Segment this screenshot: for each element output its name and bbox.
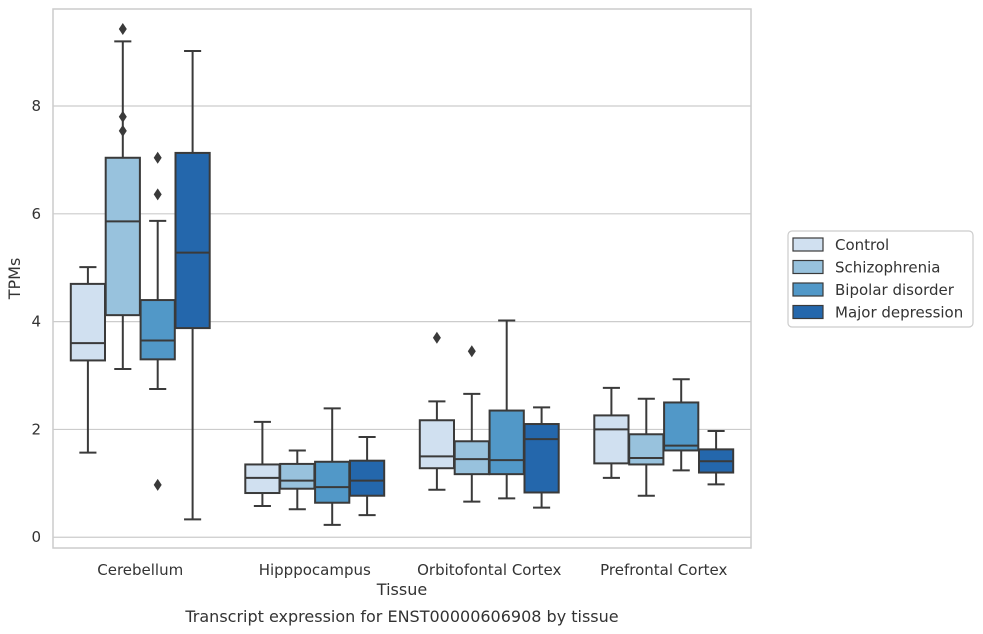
y-tick-label: 8 <box>31 97 41 115</box>
iqr-box <box>418 419 456 470</box>
box-plot <box>314 407 351 526</box>
outlier-point <box>432 331 441 344</box>
outlier-point <box>153 151 162 164</box>
outlier-point <box>118 110 127 123</box>
box-plot <box>348 435 386 517</box>
box-plot <box>244 420 281 507</box>
outlier-point <box>153 188 162 201</box>
x-tick-labels: Cerebellum Hipppocampus Orbitofontal Corte… <box>97 561 727 579</box>
legend-swatch <box>792 259 824 275</box>
legend-label: Schizophrenia <box>835 259 940 277</box>
iqr-box <box>69 282 107 362</box>
legend-frame <box>787 230 974 328</box>
y-tick-label: 6 <box>31 205 41 223</box>
iqr-box <box>348 459 386 497</box>
iqr-box <box>314 460 351 504</box>
iqr-box <box>174 151 211 330</box>
plot-frame <box>52 8 752 549</box>
box-plot <box>663 378 700 472</box>
legend-label: Control <box>835 236 889 254</box>
legend-swatch <box>792 237 824 252</box>
box-plot <box>488 319 525 500</box>
box-plot <box>174 50 211 521</box>
box-plot <box>418 331 456 491</box>
iqr-box <box>663 401 700 452</box>
x-tick-label: Cerebellum <box>97 561 183 579</box>
x-axis-label: Tissue <box>376 580 427 599</box>
y-tick-label: 0 <box>31 528 41 546</box>
outlier-point <box>467 345 476 358</box>
box-plot <box>628 397 665 497</box>
iqr-box <box>593 414 630 465</box>
outlier-point <box>153 478 162 491</box>
legend-swatch <box>792 304 824 320</box>
y-tick-labels: 0 2 4 6 8 <box>31 97 41 546</box>
iqr-box <box>279 462 316 490</box>
box-plot <box>523 406 560 509</box>
x-tick-label: Prefrontal Cortex <box>600 561 727 579</box>
iqr-box <box>104 156 141 317</box>
legend-swatch <box>792 282 824 297</box>
box-plot <box>104 22 141 371</box>
iqr-box <box>139 299 176 361</box>
outlier-point <box>118 124 127 137</box>
box-plot <box>69 266 107 454</box>
x-tick-label: Hipppocampus <box>259 561 371 579</box>
y-axis-label: TPMs <box>5 258 24 301</box>
iqr-box <box>523 423 560 494</box>
iqr-box <box>628 433 665 466</box>
legend: Control Schizophrenia Bipolar disorder Majo… <box>787 230 974 328</box>
box-layer <box>69 22 735 526</box>
outlier-point <box>118 22 127 35</box>
y-tick-label: 4 <box>31 313 41 331</box>
y-tick-label: 2 <box>31 420 41 438</box>
box-plot <box>139 151 176 491</box>
box-plot <box>453 345 490 503</box>
box-plot <box>593 386 630 479</box>
legend-label: Major depression <box>835 304 963 322</box>
legend-label: Bipolar disorder <box>835 281 955 299</box>
x-tick-label: Orbitofontal Cortex <box>417 561 561 579</box>
box-plot <box>279 449 316 511</box>
chart-caption: Transcript expression for ENST0000060690… <box>184 607 618 626</box>
iqr-box <box>453 440 490 476</box>
box-plot <box>697 430 735 486</box>
iqr-box <box>488 409 525 476</box>
